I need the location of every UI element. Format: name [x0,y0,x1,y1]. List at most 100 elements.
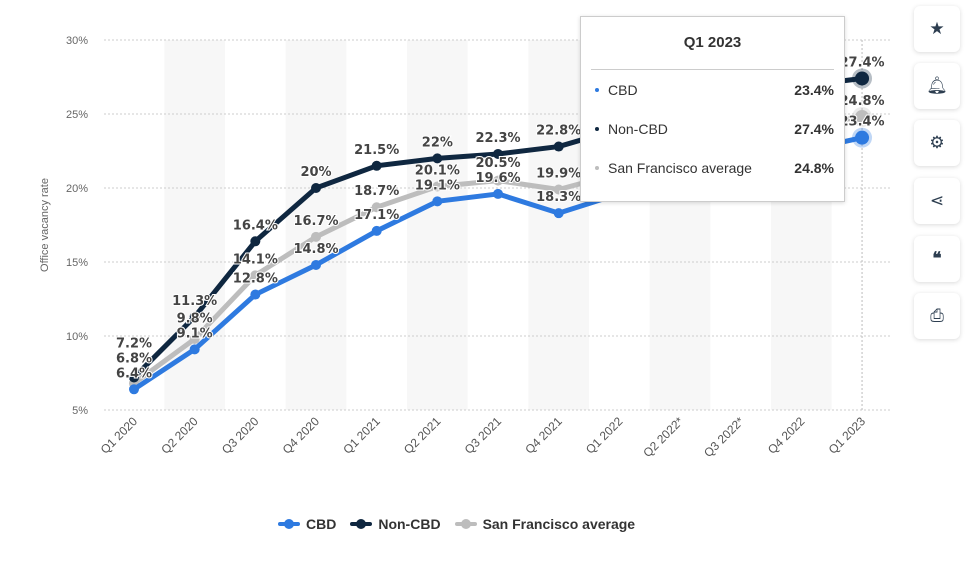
data-label: 19.1% [415,178,460,193]
y-tick-label: 10% [66,331,88,343]
data-point [250,270,261,281]
star-icon: ★ [929,19,945,38]
share-button[interactable]: ⋖ [914,178,960,224]
legend-item-cbd[interactable]: CBD [278,516,336,532]
data-point [311,259,322,270]
data-label: 22.3% [475,131,520,146]
quote-icon: ❝ [932,249,942,268]
legend-item-non-cbd[interactable]: Non-CBD [350,516,441,532]
data-label: 21.5% [354,143,399,158]
tooltip-value: 23.4% [794,81,834,98]
data-label: 19.6% [475,171,520,186]
data-label: 19.9% [536,166,581,181]
data-label: 11.3% [172,294,217,309]
data-label: 18.3% [536,190,581,205]
y-tick-label: 25% [66,109,88,121]
data-point [553,208,564,219]
data-point [129,372,139,383]
x-tick-label: Q2 2020 [158,414,201,457]
data-label: 14.8% [293,242,338,257]
data-point [432,153,443,164]
legend-item-sf-average[interactable]: San Francisco average [454,516,636,532]
tooltip-value: 24.8% [794,159,834,176]
data-point [553,184,564,195]
data-label: 9.8% [177,311,213,326]
data-label: 17.1% [354,208,399,223]
data-label: 27.4% [839,55,884,70]
print-icon: ⎙ [930,306,944,325]
x-tick-label: Q1 2021 [340,414,383,457]
data-point [250,289,261,300]
data-point [189,311,200,322]
data-label: 6.4% [116,366,152,381]
data-point [432,196,443,207]
data-label: 18.7% [354,184,399,199]
legend: CBD Non-CBD San Francisco average [278,516,635,532]
data-point [129,384,139,395]
x-tick-label: Q1 2022 [583,414,626,457]
data-label: 16.7% [293,214,338,229]
tooltip-row-cbd: CBD 23.4% [581,70,844,109]
x-tick-label: Q4 2022 [765,414,808,457]
tooltip-row-sf: San Francisco average 24.8% [581,148,844,187]
cite-button[interactable]: ❝ [914,236,960,282]
data-point [371,202,382,213]
data-label: 6.8% [116,351,152,366]
tooltip-row-non-cbd: Non-CBD 27.4% [581,109,844,148]
tooltip-value: 27.4% [794,120,834,137]
y-tick-label: 20% [66,183,88,195]
data-point [855,71,870,86]
tooltip-title: Q1 2023 [591,17,834,70]
x-tick-label: Q4 2021 [522,414,565,457]
data-point [493,175,504,186]
data-point [493,188,504,199]
band [528,40,590,410]
gear-icon: ⚙ [929,133,945,152]
y-tick-label: 5% [72,405,88,417]
y-tick-label: 30% [66,35,88,47]
data-point [855,130,870,145]
data-point [311,231,322,242]
data-label: 9.1% [177,326,213,341]
data-label: 20.5% [475,156,520,171]
bell-icon: 🔔︎ [926,76,948,95]
legend-label: San Francisco average [482,516,636,532]
band [407,40,468,410]
share-icon: ⋖ [929,191,945,210]
legend-label: Non-CBD [378,516,441,532]
data-label: 23.4% [839,115,884,130]
data-label: 24.8% [839,94,884,109]
x-tick-label: Q1 2020 [98,414,141,457]
x-tick-label: Q1 2023 [826,414,869,457]
data-point [553,141,564,152]
x-tick-label: Q3 2022* [701,414,747,460]
print-button[interactable]: ⎙ [914,293,960,339]
data-label: 12.8% [233,272,278,287]
data-point [432,181,443,192]
favorite-button[interactable]: ★ [914,6,960,52]
data-label: 7.2% [116,336,152,351]
x-tick-label: Q2 2021 [401,414,444,457]
legend-label: CBD [306,516,337,532]
notification-button[interactable]: 🔔︎ [914,63,960,109]
data-label: 22.8% [536,124,581,139]
x-tick-label: Q3 2020 [219,414,262,457]
x-tick-label: Q2 2022* [640,414,686,460]
data-point [189,333,200,344]
data-point [250,236,261,247]
tooltip-label: Non-CBD [608,120,668,137]
data-label: 20% [300,165,331,180]
data-point [371,225,382,236]
tooltip: Q1 2023 CBD 23.4% Non-CBD 27.4% San Franci… [580,16,845,202]
y-tick-label: 15% [66,257,88,269]
data-point [311,183,322,193]
data-label: 20.1% [415,163,460,178]
settings-button[interactable]: ⚙ [914,120,960,166]
tooltip-label: San Francisco average [608,159,752,176]
data-point [371,160,382,171]
data-point [493,148,504,159]
x-tick-label: Q3 2021 [462,414,505,457]
data-point [189,344,200,355]
y-axis-title: Office vacancy rate [39,178,51,272]
tooltip-label: CBD [608,81,638,98]
